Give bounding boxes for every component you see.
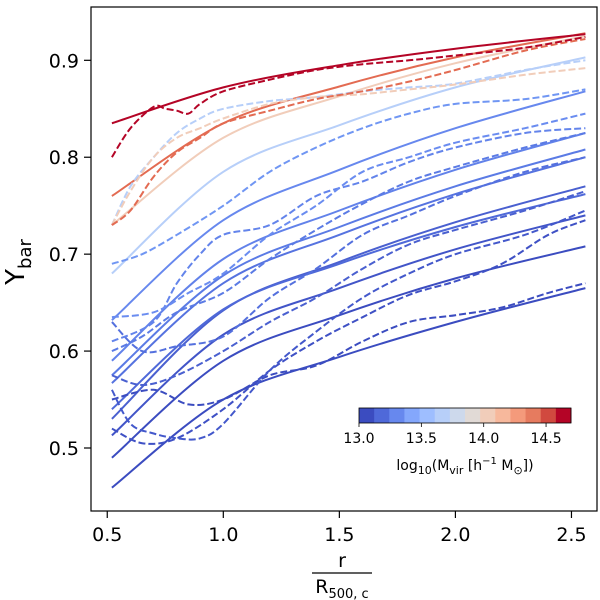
x-tick-label: 1.5 bbox=[324, 524, 354, 546]
series-line-data-01 bbox=[111, 282, 586, 406]
colorbar-tick-label: 13.0 bbox=[343, 431, 374, 447]
colorbar-label-close: ]) bbox=[523, 458, 534, 474]
x-tick-label: 2.5 bbox=[556, 524, 586, 546]
colorbar-label: log10(Mvir [h−1 M⊙]) bbox=[396, 456, 533, 477]
series-line-data-04 bbox=[111, 190, 586, 386]
colorbar-cell bbox=[540, 408, 557, 423]
series-line-data-13 bbox=[111, 36, 586, 158]
colorbar-tick-label: 14.5 bbox=[530, 431, 561, 447]
x-axis-label-denominator-sub: 500, c bbox=[328, 587, 368, 600]
series-line-data-06 bbox=[111, 132, 586, 353]
colorbar-label-exp: −1 bbox=[482, 456, 497, 467]
x-axis-label-denominator: R500, c bbox=[315, 576, 368, 600]
series-line-data-07 bbox=[111, 127, 586, 343]
series-line-fit-03 bbox=[111, 214, 586, 437]
y-tick-label: 0.7 bbox=[49, 244, 79, 266]
colorbar-tick-label: 14.0 bbox=[468, 431, 499, 447]
colorbar-cell bbox=[525, 408, 542, 423]
colorbar-label-prefix: log bbox=[396, 458, 417, 474]
colorbar-label-mid: (M bbox=[432, 458, 450, 474]
colorbar-cell bbox=[434, 408, 451, 423]
colorbar-label-log-sub: 10 bbox=[418, 464, 432, 477]
colorbar-cell bbox=[465, 408, 481, 423]
y-axis-label: Ybar bbox=[1, 239, 36, 286]
series-line-fit-10 bbox=[111, 56, 586, 275]
series-line-data-03 bbox=[111, 209, 586, 441]
colorbar-label-sun-sub: ⊙ bbox=[513, 464, 522, 477]
colorbar-cell bbox=[359, 408, 375, 423]
series-line-fit-13 bbox=[111, 33, 586, 125]
colorbar-cell bbox=[449, 408, 466, 423]
series-line-data-12 bbox=[111, 38, 586, 226]
x-tick-label: 0.5 bbox=[92, 524, 122, 546]
series-line-data-05 bbox=[111, 156, 586, 354]
colorbar-cell bbox=[510, 408, 526, 423]
colorbar-label-msun: M bbox=[497, 458, 514, 474]
series-line-data-08 bbox=[111, 112, 586, 319]
x-tick-label: 1.0 bbox=[208, 524, 238, 546]
y-axis-label-base: Y bbox=[1, 269, 31, 286]
colorbar-cell bbox=[389, 408, 405, 423]
series-line-fit-05 bbox=[111, 193, 586, 410]
y-axis: 0.5 0.6 0.7 0.8 0.9 bbox=[49, 50, 91, 460]
colorbar-tick-label: 13.5 bbox=[406, 431, 437, 447]
y-tick-label: 0.6 bbox=[49, 341, 79, 363]
plot-frame bbox=[90, 6, 598, 512]
colorbar-cell bbox=[555, 408, 572, 423]
y-tick-label: 0.9 bbox=[49, 50, 79, 72]
y-tick-label: 0.5 bbox=[49, 438, 79, 460]
colorbar-label-vir-sub: vir bbox=[449, 464, 464, 477]
colorbar-cell bbox=[419, 408, 436, 423]
series-line-data-10 bbox=[110, 59, 586, 226]
colorbar-cell bbox=[404, 408, 420, 423]
y-tick-label: 0.8 bbox=[49, 147, 79, 169]
x-axis-label-numerator: r bbox=[338, 550, 346, 572]
x-axis: 0.5 1.0 1.5 2.0 2.5 bbox=[92, 511, 587, 546]
colorbar-frame bbox=[358, 407, 572, 424]
series-line-data-02 bbox=[111, 219, 586, 445]
series-line-fit-12 bbox=[111, 32, 586, 197]
series-line-fit-08 bbox=[111, 132, 586, 362]
colorbar-cell bbox=[495, 408, 511, 423]
colorbar-label-open: [h bbox=[463, 458, 482, 474]
series-line-fit-09 bbox=[111, 90, 586, 321]
colorbar-ticks: 13.0 13.5 14.0 14.5 bbox=[343, 423, 562, 447]
x-axis-label-denominator-base: R bbox=[315, 576, 328, 598]
series-line-fit-02 bbox=[111, 245, 586, 459]
x-tick-label: 2.0 bbox=[440, 524, 470, 546]
series-line-fit-11 bbox=[111, 35, 586, 226]
series-line-data-11 bbox=[111, 67, 586, 226]
colorbar: 13.0 13.5 14.0 14.5 log10(Mvir [h−1 M⊙]) bbox=[343, 407, 572, 477]
series-line-fit-01 bbox=[111, 287, 586, 489]
series-line-fit-07 bbox=[111, 148, 586, 377]
series-line-data-09 bbox=[111, 88, 586, 265]
colorbar-cell bbox=[374, 408, 390, 423]
y-axis-label-sub: bar bbox=[15, 239, 36, 269]
series-line-fit-04 bbox=[111, 185, 586, 420]
colorbar-cell bbox=[480, 408, 496, 423]
series-layer bbox=[110, 32, 586, 489]
colorbar-cells bbox=[359, 408, 572, 423]
